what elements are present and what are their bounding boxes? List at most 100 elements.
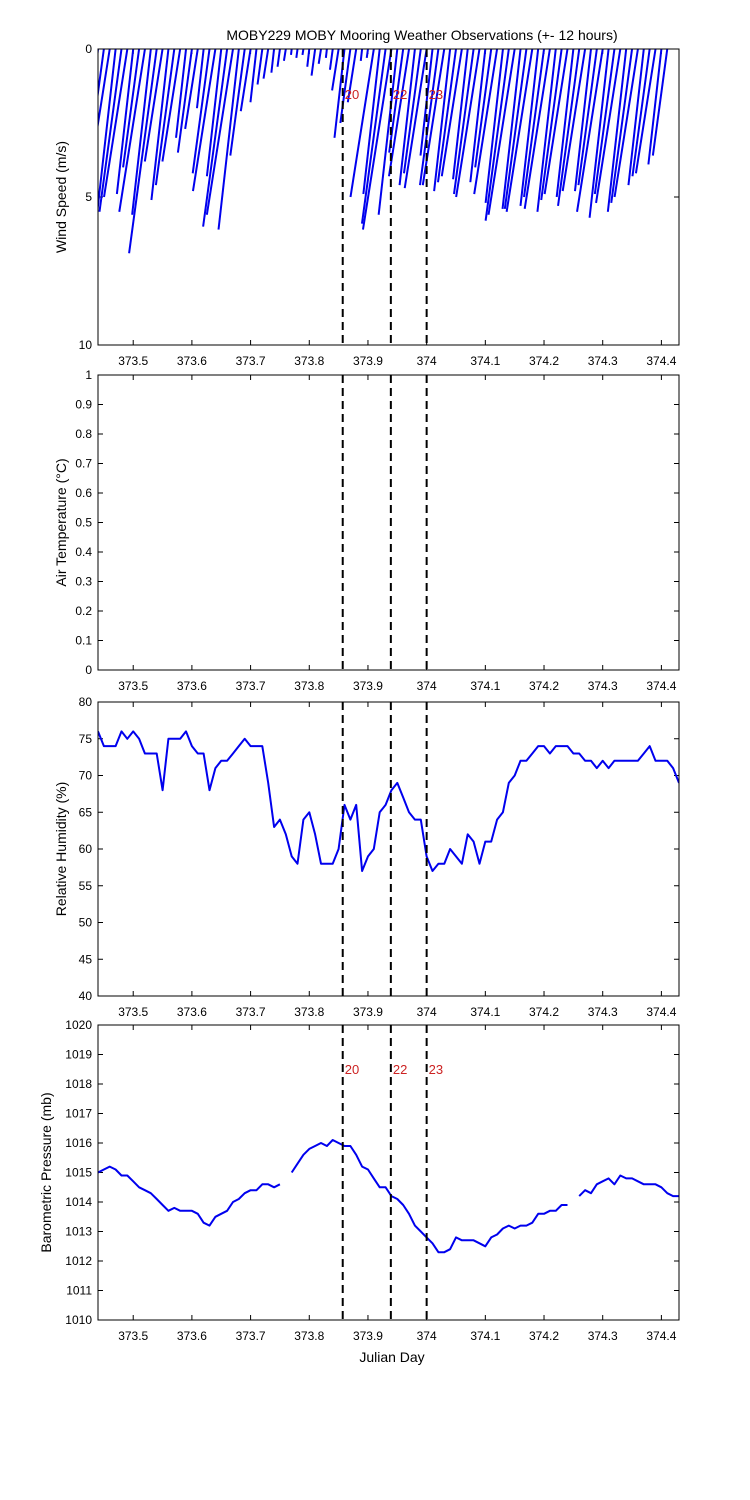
wind-stick [469, 49, 487, 183]
wind-stick [191, 49, 211, 174]
pressure-ytick-label: 1020 [65, 1018, 92, 1032]
wind-stick [205, 49, 223, 177]
wind-stick [365, 49, 369, 59]
figure-title: MOBY229 MOBY Mooring Weather Observation… [226, 27, 617, 43]
airtemp-ytick-label: 0.2 [75, 604, 92, 618]
wind-stick [387, 49, 411, 177]
airtemp-xtick-label: 374.3 [588, 679, 618, 693]
humidity-ytick-label: 60 [79, 842, 93, 856]
wind-stick [588, 49, 610, 218]
wind-stick [519, 49, 540, 206]
wind-stick [317, 49, 322, 64]
wind-stick [295, 49, 299, 59]
wind-stick [610, 49, 634, 204]
pressure-ytick-label: 1015 [65, 1166, 92, 1180]
humidity-ytick-label: 65 [79, 805, 93, 819]
wind-stick [484, 49, 504, 204]
wind-stick [256, 49, 264, 85]
airtemp-ytick-label: 0.3 [75, 575, 92, 589]
wind-stick [453, 49, 475, 195]
wind-stick [128, 49, 158, 254]
wind-stick [436, 49, 457, 183]
pressure-xtick-label: 373.8 [294, 1329, 324, 1343]
wind-stick [276, 49, 281, 67]
wind-stick [249, 49, 258, 103]
wind-event-label: 23 [429, 87, 443, 102]
wind-stick [115, 49, 135, 195]
pressure-event-label: 22 [393, 1062, 407, 1077]
wind-stick [452, 49, 469, 180]
wind-stick [505, 49, 534, 212]
wind-stick [631, 49, 651, 177]
wind-stick [239, 49, 252, 112]
wind-stick [143, 49, 164, 162]
wind-data [98, 49, 669, 254]
wind-stick [131, 49, 152, 215]
wind-stick [310, 49, 317, 76]
wind-event-label: 20 [345, 87, 359, 102]
wind-stick [98, 49, 117, 215]
humidity-xtick-label: 374.2 [529, 1005, 559, 1019]
pressure-data [98, 1139, 679, 1254]
airtemp-ytick-label: 1 [85, 368, 92, 382]
wind-stick [573, 49, 592, 192]
wind-stick [270, 49, 276, 73]
wind-xtick-label: 373.8 [294, 354, 324, 368]
pressure-ytick-label: 1013 [65, 1225, 92, 1239]
airtemp-xtick-label: 374.4 [646, 679, 676, 693]
wind-stick [195, 49, 205, 109]
airtemp-xtick-label: 374 [417, 679, 437, 693]
wind-stick [595, 49, 622, 204]
pressure-xtick-label: 373.9 [353, 1329, 383, 1343]
wind-stick [262, 49, 270, 79]
wind-stick [175, 49, 188, 138]
pressure-xtick-label: 374.2 [529, 1329, 559, 1343]
wind-stick [98, 49, 105, 100]
pressure-xtick-label: 374 [417, 1329, 437, 1343]
wind-panel: 0 5 10 373.5 373.6 373.7 373.8 373.9 374 374.1 374… [53, 42, 680, 368]
airtemp-xtick-label: 373.8 [294, 679, 324, 693]
wind-stick [118, 49, 146, 212]
wind-event-label: 22 [393, 87, 407, 102]
wind-frame [97, 48, 680, 346]
wind-stick [324, 49, 328, 58]
wind-stick [555, 49, 575, 198]
pressure-ytick-label: 1017 [65, 1107, 92, 1121]
wind-stick [377, 49, 399, 215]
airtemp-xtick-label: 373.5 [118, 679, 148, 693]
wind-stick [501, 49, 522, 209]
wind-stick [362, 49, 381, 195]
airtemp-y-axis-label: Air Temperature (°C) [53, 458, 69, 586]
humidity-xtick-label: 374 [417, 1005, 437, 1019]
pressure-xtick-label: 373.6 [177, 1329, 207, 1343]
wind-xtick-label: 373.9 [353, 354, 383, 368]
wind-stick [627, 49, 645, 186]
wind-stick [290, 49, 293, 56]
airtemp-ytick-label: 0.6 [75, 486, 92, 500]
pressure-ytick-label: 1010 [65, 1313, 92, 1327]
humidity-series-line [98, 730, 679, 872]
wind-stick [122, 49, 141, 168]
wind-xtick-label: 373.6 [177, 354, 207, 368]
wind-stick [328, 49, 334, 70]
wind-xtick-label: 373.7 [236, 354, 266, 368]
wind-stick [361, 49, 393, 230]
pressure-series-line [98, 1165, 281, 1227]
wind-stick [647, 49, 663, 165]
pressure-event-label: 23 [429, 1062, 443, 1077]
pressure-frame [97, 1024, 680, 1321]
wind-stick [577, 49, 598, 186]
humidity-xtick-label: 373.8 [294, 1005, 324, 1019]
wind-xtick-label: 374.3 [588, 354, 618, 368]
humidity-ytick-label: 80 [79, 695, 93, 709]
wind-stick [229, 49, 246, 156]
airtemp-xtick-label: 374.1 [470, 679, 500, 693]
humidity-ytick-label: 40 [79, 989, 93, 1003]
wind-stick [613, 49, 639, 198]
humidity-xtick-label: 374.3 [588, 1005, 618, 1019]
pressure-y-axis-label: Barometric Pressure (mb) [38, 1092, 54, 1252]
airtemp-panel: 0 0.1 0.2 0.3 0.4 0.5 0.6 0.7 0.8 0.9 1 373.5 373.6 3… [53, 368, 680, 693]
wind-stick [398, 49, 416, 186]
wind-stick [473, 49, 499, 195]
